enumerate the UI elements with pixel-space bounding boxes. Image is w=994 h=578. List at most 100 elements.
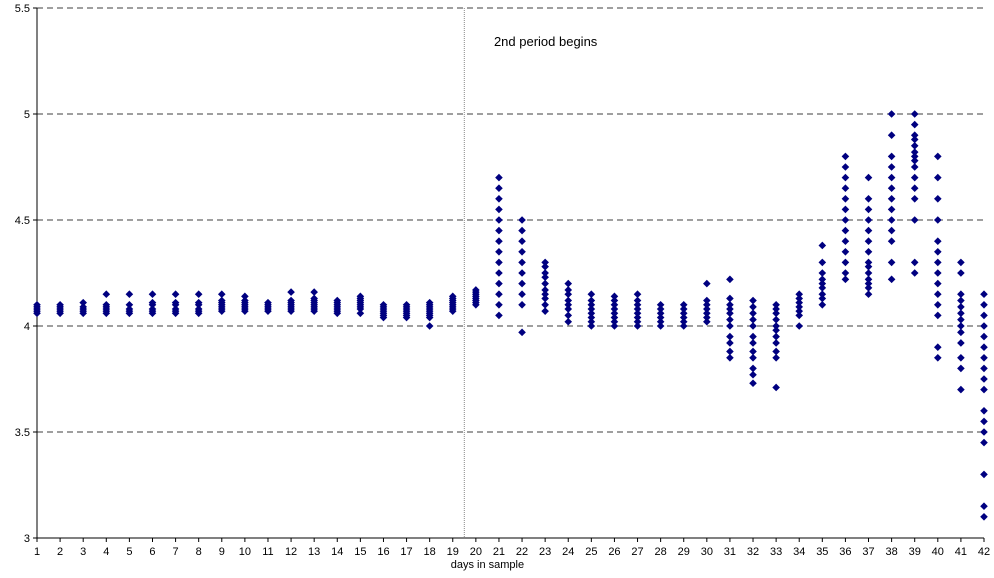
data-point [587, 313, 596, 322]
data-point [818, 275, 827, 284]
x-tick-label: 26 [608, 546, 620, 558]
x-tick-label: 37 [862, 546, 874, 558]
x-tick-label: 25 [585, 546, 597, 558]
data-point [910, 120, 919, 129]
x-tick-label: 20 [470, 546, 482, 558]
data-point [887, 205, 896, 214]
data-point [703, 309, 711, 318]
data-point [102, 301, 111, 309]
data-point [795, 303, 804, 311]
y-tick-labels: 3 3.5 4 4.5 5 5.5 [15, 3, 30, 545]
x-tick-label: 2 [57, 546, 63, 558]
data-point [679, 309, 688, 318]
data-point [541, 294, 549, 303]
data-point [749, 379, 757, 388]
data-point [171, 290, 180, 298]
x-axis-title: days in sample [451, 559, 524, 571]
data-point [33, 301, 41, 309]
x-tick-label: 30 [701, 546, 713, 558]
data-point [841, 269, 850, 277]
x-tick-label: 19 [447, 546, 459, 558]
data-point [749, 347, 757, 356]
data-point [726, 315, 734, 324]
data-point [749, 370, 757, 379]
y-tick-label: 4.5 [15, 215, 30, 227]
data-point [656, 309, 665, 318]
x-tick-label: 8 [196, 546, 202, 558]
data-point [795, 290, 804, 298]
data-point [887, 173, 896, 182]
data-point [703, 313, 711, 322]
x-tick-label: 15 [354, 546, 366, 558]
data-point [587, 309, 596, 318]
data-point [887, 275, 896, 284]
data-point [795, 311, 804, 320]
y-tick-label: 4 [24, 321, 30, 333]
y-tick-label: 5.5 [15, 3, 30, 15]
data-point [749, 354, 757, 362]
data-point [957, 322, 965, 330]
data-point [217, 290, 226, 298]
data-point [587, 322, 596, 330]
data-point [841, 237, 850, 245]
x-tick-label: 33 [770, 546, 782, 558]
data-point [818, 290, 827, 298]
x-tick-label: 6 [149, 546, 155, 558]
data-point [980, 332, 988, 341]
data-point [125, 305, 134, 313]
data-point [656, 322, 665, 330]
data-point [495, 184, 503, 192]
data-point [934, 152, 942, 161]
data-point [726, 294, 734, 303]
annotation-label: 2nd period begins [494, 34, 598, 49]
data-point [564, 279, 573, 288]
data-point [425, 322, 434, 330]
y-tick-label: 3.5 [15, 427, 30, 439]
data-point [633, 313, 642, 322]
data-point [772, 354, 780, 362]
data-point [587, 301, 596, 309]
data-point [749, 309, 757, 318]
data-point [934, 343, 942, 351]
data-point [957, 385, 965, 394]
data-point [910, 156, 919, 165]
data-point [171, 298, 180, 307]
data-point [772, 305, 780, 313]
data-point [495, 279, 503, 288]
x-tick-labels: 1 2 3 4 5 6 7 8 9 10 11 12 13 14 15 16 17 18 19 20 21 22 23 24 2… [34, 546, 990, 558]
data-point [910, 148, 919, 156]
data-point [887, 152, 896, 161]
data-point [749, 315, 757, 324]
data-point [887, 163, 896, 171]
data-point [980, 311, 988, 320]
data-point [934, 237, 942, 245]
data-point [679, 305, 688, 313]
data-point [772, 332, 780, 341]
data-point [749, 332, 757, 341]
data-point [934, 354, 942, 362]
x-tick-label: 28 [655, 546, 667, 558]
x-tick-label: 23 [539, 546, 551, 558]
data-point [864, 226, 873, 235]
x-tick-label: 14 [331, 546, 343, 558]
data-point [841, 226, 850, 235]
x-tick-label: 5 [126, 546, 132, 558]
data-point [125, 301, 134, 309]
x-tick-label: 27 [631, 546, 643, 558]
data-point [518, 328, 526, 337]
data-point [726, 275, 734, 284]
data-point [656, 305, 665, 313]
data-point [587, 290, 596, 298]
data-point [79, 298, 87, 307]
data-point [841, 195, 850, 203]
data-point [934, 279, 942, 288]
x-tick-label: 38 [885, 546, 897, 558]
data-point [171, 305, 180, 313]
data-point [864, 205, 873, 214]
y-tick-label: 3 [24, 533, 30, 545]
data-point [864, 173, 873, 182]
data-point [610, 305, 619, 313]
data-point [495, 205, 503, 214]
x-tick-label: 42 [978, 546, 990, 558]
data-point [980, 513, 988, 521]
